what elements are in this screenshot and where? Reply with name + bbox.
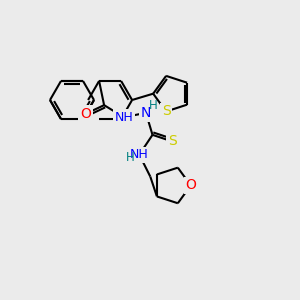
Text: O: O (80, 107, 91, 121)
Text: N: N (116, 112, 126, 126)
Text: H: H (126, 151, 135, 164)
Text: O: O (185, 178, 196, 192)
Text: H: H (148, 99, 157, 112)
Text: S: S (168, 134, 177, 148)
Text: NH: NH (130, 148, 149, 161)
Text: NH: NH (115, 111, 133, 124)
Text: N: N (141, 106, 151, 120)
Text: S: S (162, 104, 170, 118)
